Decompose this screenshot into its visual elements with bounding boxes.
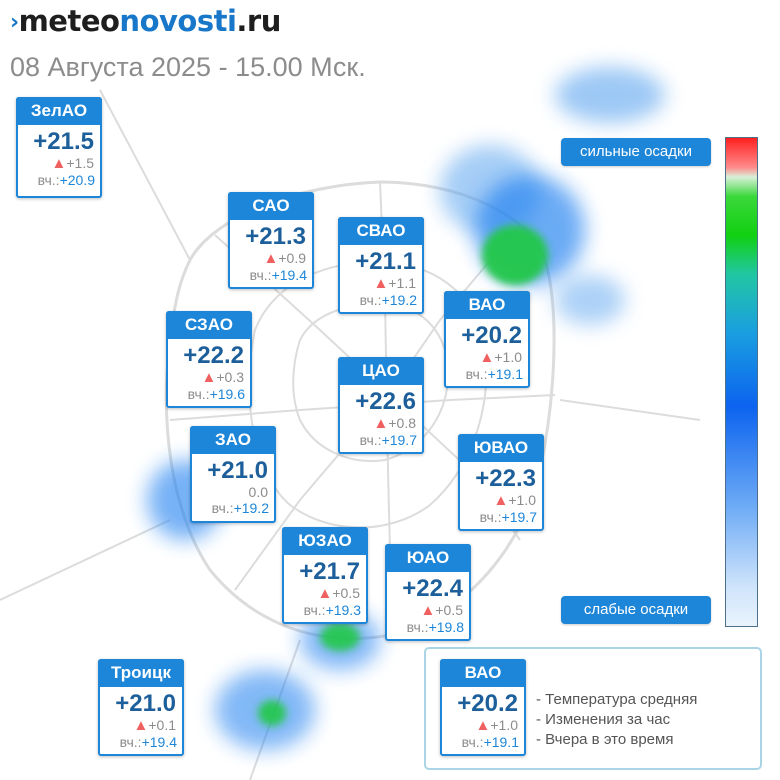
district-change: ▲+1.5 xyxy=(51,155,95,172)
district-temperature: +21.0 xyxy=(115,690,176,717)
logo-mark-icon: › xyxy=(10,10,19,35)
district-yesterday: вч.:+19.6 xyxy=(187,386,245,402)
district-change: ▲+0.1 xyxy=(133,717,177,734)
district-name: ЦАО xyxy=(338,357,424,385)
district-name: ЮАО xyxy=(385,544,471,572)
arrow-up-icon: ▲ xyxy=(317,585,333,602)
district-change: ▲+1.0 xyxy=(493,492,537,509)
district-change: ▲+1.0 xyxy=(479,349,523,366)
district-change: ▲+1.1 xyxy=(373,275,417,292)
district-card-szao: СЗАО +22.2 ▲+0.3 вч.:+19.6 xyxy=(166,311,252,408)
district-yesterday: вч.:+19.2 xyxy=(211,500,269,516)
district-yesterday: вч.:+19.7 xyxy=(359,432,417,448)
light-precip-label: слабые осадки xyxy=(561,596,711,624)
district-yesterday: вч.:+19.4 xyxy=(249,267,307,283)
legend-sample-card: ВАО +20.2 ▲+1.0 вч.:+19.1 xyxy=(440,659,526,756)
legend-line-temperature: - Температура средняя xyxy=(536,691,698,708)
arrow-up-icon: ▲ xyxy=(51,155,67,172)
district-name: ЮВАО xyxy=(458,434,544,462)
district-change: ▲+0.3 xyxy=(201,369,245,386)
district-temperature: +21.5 xyxy=(33,128,94,155)
precipitation-cells xyxy=(147,67,665,750)
district-name: ВАО xyxy=(440,659,526,687)
district-card-yuzao: ЮЗАО +21.7 ▲+0.5 вч.:+19.3 xyxy=(282,527,368,624)
district-yesterday: вч.:+19.4 xyxy=(119,734,177,750)
district-card-svao: СВАО +21.1 ▲+1.1 вч.:+19.2 xyxy=(338,217,424,314)
district-change: ▲+1.0 xyxy=(475,717,519,734)
district-temperature: +22.3 xyxy=(475,465,536,492)
district-temperature: +20.2 xyxy=(457,690,518,717)
arrow-up-icon: ▲ xyxy=(373,275,389,292)
precipitation-scale-bar xyxy=(725,137,758,627)
district-card-zelao: ЗелАО +21.5 ▲+1.5 вч.:+20.9 xyxy=(16,97,102,198)
district-yesterday: вч.:+19.2 xyxy=(359,292,417,308)
heavy-precip-label: сильные осадки xyxy=(561,138,711,166)
district-change: 0.0 xyxy=(248,484,268,500)
district-card-zao: ЗАО +21.0 0.0 вч.:+19.2 xyxy=(190,426,276,523)
district-temperature: +21.3 xyxy=(245,223,306,250)
district-name: ВАО xyxy=(444,291,530,319)
district-temperature: +22.4 xyxy=(402,575,463,602)
district-name: ЮЗАО xyxy=(282,527,368,555)
arrow-up-icon: ▲ xyxy=(420,602,436,619)
district-card-yuvao: ЮВАО +22.3 ▲+1.0 вч.:+19.7 xyxy=(458,434,544,531)
arrow-up-icon: ▲ xyxy=(479,349,495,366)
district-name: СЗАО xyxy=(166,311,252,339)
legend-line-change: - Изменения за час xyxy=(536,711,671,728)
district-name: ЗАО xyxy=(190,426,276,454)
district-name: САО xyxy=(228,192,314,220)
district-yesterday: вч.:+19.1 xyxy=(461,734,519,750)
district-card-sao: САО +21.3 ▲+0.9 вч.:+19.4 xyxy=(228,192,314,289)
district-change: ▲+0.8 xyxy=(373,415,417,432)
district-temperature: +20.2 xyxy=(461,322,522,349)
district-name: СВАО xyxy=(338,217,424,245)
district-name: ЗелАО xyxy=(16,97,102,125)
district-yesterday: вч.:+19.3 xyxy=(303,602,361,618)
district-yesterday: вч.:+19.1 xyxy=(465,366,523,382)
legend-line-yesterday: - Вчера в это время xyxy=(536,731,674,748)
arrow-up-icon: ▲ xyxy=(373,415,389,432)
district-change: ▲+0.5 xyxy=(317,585,361,602)
arrow-up-icon: ▲ xyxy=(133,717,149,734)
timestamp-subtitle: 08 Августа 2025 - 15.00 Мск. xyxy=(10,52,366,82)
district-card-troitsk: Троицк +21.0 ▲+0.1 вч.:+19.4 xyxy=(98,659,184,756)
district-yesterday: вч.:+19.8 xyxy=(406,619,464,635)
district-yesterday: вч.:+19.7 xyxy=(479,509,537,525)
district-temperature: +22.2 xyxy=(183,342,244,369)
district-temperature: +21.1 xyxy=(355,248,416,275)
district-temperature: +22.6 xyxy=(355,388,416,415)
district-change: ▲+0.9 xyxy=(263,250,307,267)
arrow-up-icon: ▲ xyxy=(475,717,491,734)
arrow-up-icon: ▲ xyxy=(493,492,509,509)
district-name: Троицк xyxy=(98,659,184,687)
district-card-tsao: ЦАО +22.6 ▲+0.8 вч.:+19.7 xyxy=(338,357,424,454)
district-temperature: +21.0 xyxy=(207,457,268,484)
arrow-up-icon: ▲ xyxy=(201,369,217,386)
district-temperature: +21.7 xyxy=(299,558,360,585)
site-logo[interactable]: ›meteonovosti.ru xyxy=(10,4,281,38)
district-card-yuao: ЮАО +22.4 ▲+0.5 вч.:+19.8 xyxy=(385,544,471,641)
district-change: ▲+0.5 xyxy=(420,602,464,619)
district-card-vao: ВАО +20.2 ▲+1.0 вч.:+19.1 xyxy=(444,291,530,388)
legend-descriptions: - Температура средняя - Изменения за час… xyxy=(536,690,697,750)
arrow-up-icon: ▲ xyxy=(263,250,279,267)
district-yesterday: вч.:+20.9 xyxy=(37,172,95,188)
